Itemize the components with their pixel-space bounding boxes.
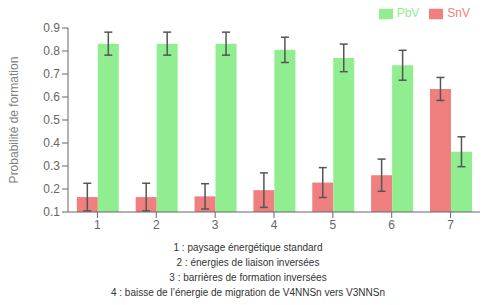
svg-text:4: 4 [271, 218, 278, 232]
svg-text:0.9: 0.9 [43, 21, 60, 35]
svg-text:0.5: 0.5 [43, 113, 60, 127]
html-text:1 : paysage énergétique standa: 1 : paysage énergétique standard [173, 242, 323, 253]
html-text:4 : baisse de l’énergie de mig: 4 : baisse de l’énergie de migration de … [111, 287, 385, 298]
html-text:3 : barrières de formation inv: 3 : barrières de formation inversées [169, 272, 327, 283]
svg-text:0.2: 0.2 [43, 182, 60, 196]
svg-text:7: 7 [447, 218, 454, 232]
svg-text:Probabilité de formation: Probabilité de formation [8, 57, 21, 184]
svg-text:0.7: 0.7 [43, 67, 60, 81]
svg-text:0.1: 0.1 [43, 205, 60, 219]
svg-text:5: 5 [330, 218, 337, 232]
svg-text:3: 3 [212, 218, 219, 232]
svg-text:1: 1 [94, 218, 101, 232]
svg-text:0.3: 0.3 [43, 159, 60, 173]
svg-text:0.4: 0.4 [43, 136, 60, 150]
svg-text:0.6: 0.6 [43, 90, 60, 104]
html-text:SnV: SnV [447, 6, 470, 20]
svg-text:2: 2 [153, 218, 160, 232]
html-text:PbV: PbV [396, 6, 420, 20]
svg-text:6: 6 [388, 218, 395, 232]
html-text:2 : énergies de liaison invers: 2 : énergies de liaison inversées [176, 257, 320, 268]
svg-text:0.8: 0.8 [43, 44, 60, 58]
